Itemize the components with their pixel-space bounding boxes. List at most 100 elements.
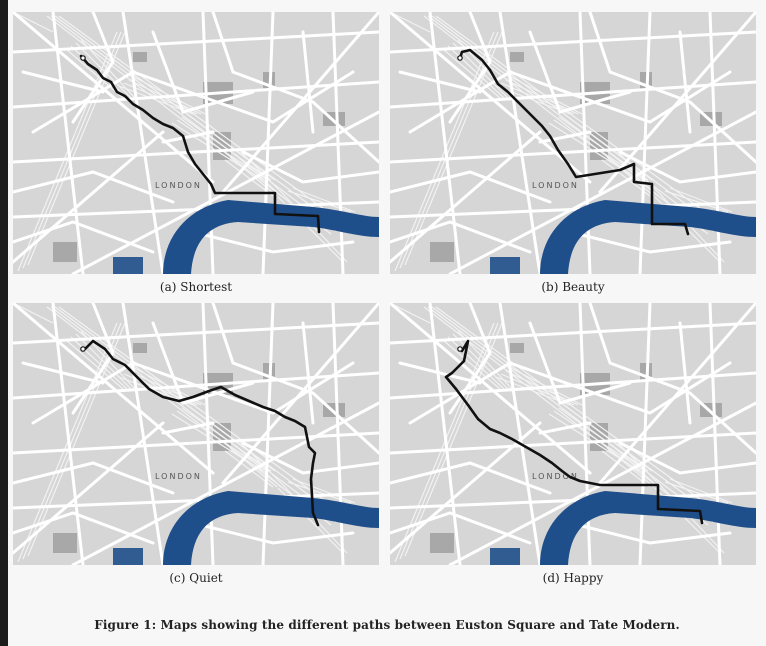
main-road — [390, 421, 542, 555]
main-road — [390, 511, 532, 545]
caption-tag: (b) — [541, 280, 559, 294]
caption-happy: (d) Happy — [390, 571, 756, 585]
minor-road — [563, 113, 653, 181]
main-road — [161, 421, 215, 435]
minor-road — [75, 42, 132, 99]
main-road — [598, 12, 756, 194]
minor-road — [452, 333, 509, 390]
minor-road — [390, 303, 431, 324]
minor-road — [606, 156, 655, 197]
minor-road — [46, 15, 332, 235]
main-road — [398, 70, 482, 94]
caption-label: Happy — [563, 571, 604, 585]
main-road — [51, 12, 85, 274]
building-block — [53, 533, 77, 553]
minor-road — [558, 407, 649, 472]
main-road — [241, 150, 379, 184]
main-road — [13, 170, 175, 204]
main-road — [390, 461, 552, 495]
main-road — [13, 130, 165, 264]
main-road — [13, 321, 379, 345]
minor-road — [669, 478, 733, 504]
map-beauty: LONDON — [390, 12, 756, 274]
main-road — [13, 303, 215, 475]
main-road — [211, 12, 379, 164]
main-roads — [13, 303, 379, 565]
main-road — [13, 511, 155, 545]
route-path — [458, 48, 690, 236]
caption-beauty: (b) Beauty — [390, 280, 756, 294]
main-road — [528, 30, 632, 114]
caption-tag: (a) — [159, 280, 177, 294]
main-road — [390, 30, 756, 54]
lake-patch — [490, 257, 520, 274]
caption-tag: (c) — [169, 571, 186, 585]
main-road — [428, 303, 462, 565]
minor-road — [423, 306, 709, 526]
main-road — [598, 303, 756, 485]
caption-shortest: (a) Shortest — [13, 280, 379, 294]
main-road — [390, 321, 756, 345]
main-road — [241, 441, 379, 475]
minor-road — [292, 187, 356, 213]
main-road — [31, 70, 355, 134]
main-road — [408, 70, 732, 134]
main-road — [618, 150, 756, 184]
map-city-label: LONDON — [532, 181, 579, 190]
main-road — [13, 461, 175, 495]
main-road — [13, 421, 165, 555]
minor-road — [58, 306, 347, 517]
main-road — [390, 220, 532, 254]
main-road — [390, 170, 552, 204]
main-road — [71, 12, 115, 124]
building-block — [510, 52, 524, 62]
main-road — [21, 70, 105, 94]
caption-label: Quiet — [189, 571, 223, 585]
river-thames — [540, 491, 756, 565]
main-road — [71, 401, 379, 565]
main-road — [678, 30, 692, 134]
main-road — [51, 303, 85, 565]
map-city-label: LONDON — [155, 472, 202, 481]
main-road — [448, 110, 756, 274]
map-canvas: LONDON — [390, 303, 756, 565]
main-road — [528, 321, 632, 405]
building-block — [133, 52, 147, 62]
main-road — [618, 441, 756, 475]
minor-road — [186, 113, 276, 181]
map-city-label: LONDON — [532, 472, 579, 481]
main-road — [301, 321, 315, 425]
map-shortest: LONDON — [13, 12, 379, 274]
minor-road — [65, 48, 124, 99]
main-road — [191, 521, 355, 545]
building-block — [53, 242, 77, 262]
minor-road — [70, 336, 128, 390]
lake-patch — [113, 548, 143, 565]
main-road — [538, 421, 592, 435]
main-road — [448, 303, 492, 415]
main-road — [398, 361, 482, 385]
main-road — [161, 130, 215, 144]
building-block — [510, 343, 524, 353]
map-happy: LONDON — [390, 303, 756, 565]
map-quiet: LONDON — [13, 303, 379, 565]
main-road — [13, 220, 155, 254]
building-block — [430, 533, 454, 553]
lake-patch — [490, 548, 520, 565]
main-road — [568, 521, 732, 545]
minor-road — [447, 336, 505, 390]
main-roads — [390, 12, 756, 274]
start-marker — [80, 346, 86, 352]
minor-road — [447, 45, 505, 99]
main-road — [638, 303, 652, 565]
map-canvas: LONDON — [390, 12, 756, 274]
route-path — [83, 339, 320, 527]
main-road — [638, 12, 652, 274]
minor-road — [58, 15, 347, 226]
minor-road — [181, 407, 272, 472]
start-marker — [80, 55, 86, 61]
main-road — [578, 12, 592, 274]
minor-road — [435, 15, 724, 226]
caption-tag: (d) — [542, 571, 560, 585]
figure-caption: Figure 1: Maps showing the different pat… — [94, 618, 680, 632]
